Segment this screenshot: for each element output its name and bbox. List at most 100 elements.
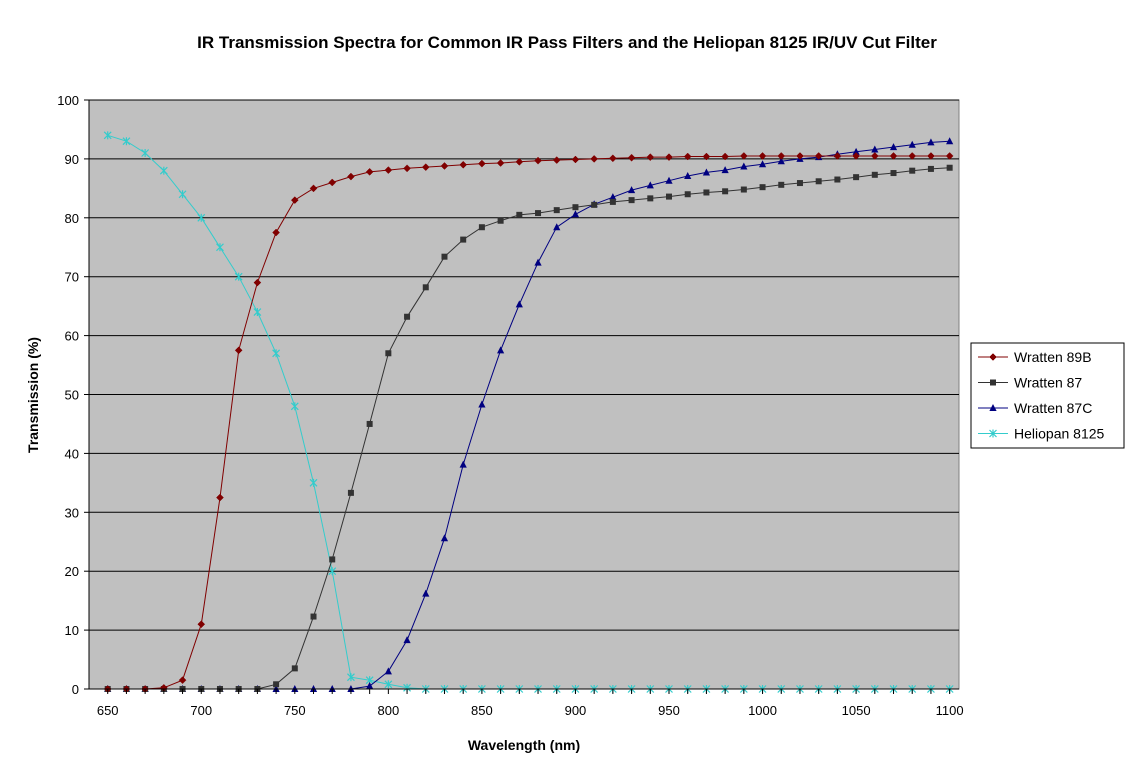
data-point — [591, 201, 598, 208]
data-point — [421, 163, 430, 171]
data-point — [310, 613, 317, 620]
data-point — [908, 140, 916, 148]
data-point — [759, 184, 766, 191]
data-point — [366, 682, 374, 690]
y-tick-label: 80 — [65, 211, 79, 226]
data-point — [945, 152, 954, 160]
legend-label: Heliopan 8125 — [1014, 426, 1105, 442]
legend-label: Wratten 87C — [1014, 400, 1092, 416]
legend-item: Wratten 89B — [978, 349, 1092, 365]
data-point — [628, 197, 635, 204]
data-point — [216, 243, 224, 252]
data-point — [459, 460, 467, 468]
data-point — [590, 155, 599, 163]
grid-lines — [89, 99, 959, 631]
data-point — [871, 145, 879, 153]
legend: Wratten 89B Wratten 87 Wratten 87C Heliopan… — [970, 342, 1125, 449]
data-point — [853, 174, 860, 181]
legend-swatch-marker — [989, 404, 997, 411]
data-point — [609, 198, 616, 205]
data-point — [459, 160, 468, 169]
data-point — [739, 152, 748, 160]
data-point — [422, 284, 429, 291]
y-tick-label: 0 — [72, 682, 79, 697]
data-point — [796, 152, 804, 160]
data-point — [796, 180, 803, 187]
data-point — [740, 162, 748, 170]
data-point — [216, 493, 224, 502]
y-tick-label: 60 — [65, 329, 79, 344]
tick-labels: 0 10 20 30 40 50 60 70 80 90 100 650 700 750 800 850 900… — [57, 93, 963, 718]
data-point — [553, 223, 561, 231]
data-point — [422, 589, 430, 597]
data-point — [627, 153, 636, 162]
data-point — [535, 210, 542, 217]
data-point — [927, 165, 934, 172]
data-point — [870, 152, 879, 160]
data-point — [291, 665, 298, 672]
data-point — [329, 556, 336, 563]
data-point — [646, 181, 654, 189]
data-point — [834, 176, 841, 183]
data-point — [103, 131, 112, 140]
data-point — [890, 170, 897, 177]
legend-swatch-marker — [989, 353, 997, 361]
data-point — [365, 168, 374, 176]
data-point — [665, 153, 673, 161]
data-point — [403, 636, 411, 644]
data-point — [478, 400, 486, 408]
chart-title: IR Transmission Spectra for Common IR Pa… — [197, 33, 937, 52]
data-point — [777, 157, 785, 165]
data-point — [909, 167, 916, 174]
y-tick-label: 40 — [65, 446, 79, 461]
data-point — [515, 157, 524, 166]
data-point — [571, 155, 580, 164]
data-point — [159, 166, 168, 175]
axes — [84, 99, 959, 694]
legend-label: Wratten 89B — [1014, 349, 1092, 365]
data-point — [178, 190, 187, 199]
legend-item: Wratten 87C — [978, 400, 1092, 416]
data-point — [253, 278, 262, 287]
data-point — [702, 168, 711, 176]
data-point — [927, 152, 935, 160]
y-tick-label: 10 — [65, 623, 79, 638]
y-axis-title: Transmission (%) — [25, 337, 41, 453]
data-point — [927, 138, 935, 146]
legend-swatch-marker — [990, 379, 996, 386]
data-point — [197, 213, 206, 222]
data-point — [609, 193, 617, 201]
data-point — [440, 534, 449, 542]
data-point — [683, 152, 692, 161]
data-point — [534, 258, 542, 266]
data-point — [553, 207, 560, 214]
data-point — [460, 236, 467, 243]
data-point — [646, 153, 655, 161]
data-point — [609, 154, 617, 163]
data-point — [441, 253, 448, 260]
x-tick-label: 950 — [658, 703, 680, 718]
data-point — [777, 152, 786, 160]
data-point — [347, 489, 354, 496]
data-point — [497, 217, 504, 224]
data-point — [347, 673, 355, 682]
data-point — [684, 191, 691, 198]
y-tick-label: 100 — [57, 93, 79, 108]
data-point — [852, 152, 860, 160]
data-point — [385, 350, 392, 357]
data-point — [684, 171, 692, 179]
data-point — [497, 346, 505, 354]
data-point — [309, 184, 318, 193]
data-point — [141, 149, 150, 158]
x-tick-label: 750 — [284, 703, 306, 718]
data-point — [815, 178, 822, 185]
data-point — [703, 189, 710, 196]
data-point — [758, 160, 767, 168]
data-point — [178, 676, 187, 685]
data-point — [328, 178, 337, 187]
series-wratten-87 — [104, 164, 953, 692]
x-axis-title: Wavelength (nm) — [468, 737, 580, 753]
data-point — [572, 204, 579, 211]
data-point — [309, 478, 318, 487]
data-point — [272, 228, 280, 237]
